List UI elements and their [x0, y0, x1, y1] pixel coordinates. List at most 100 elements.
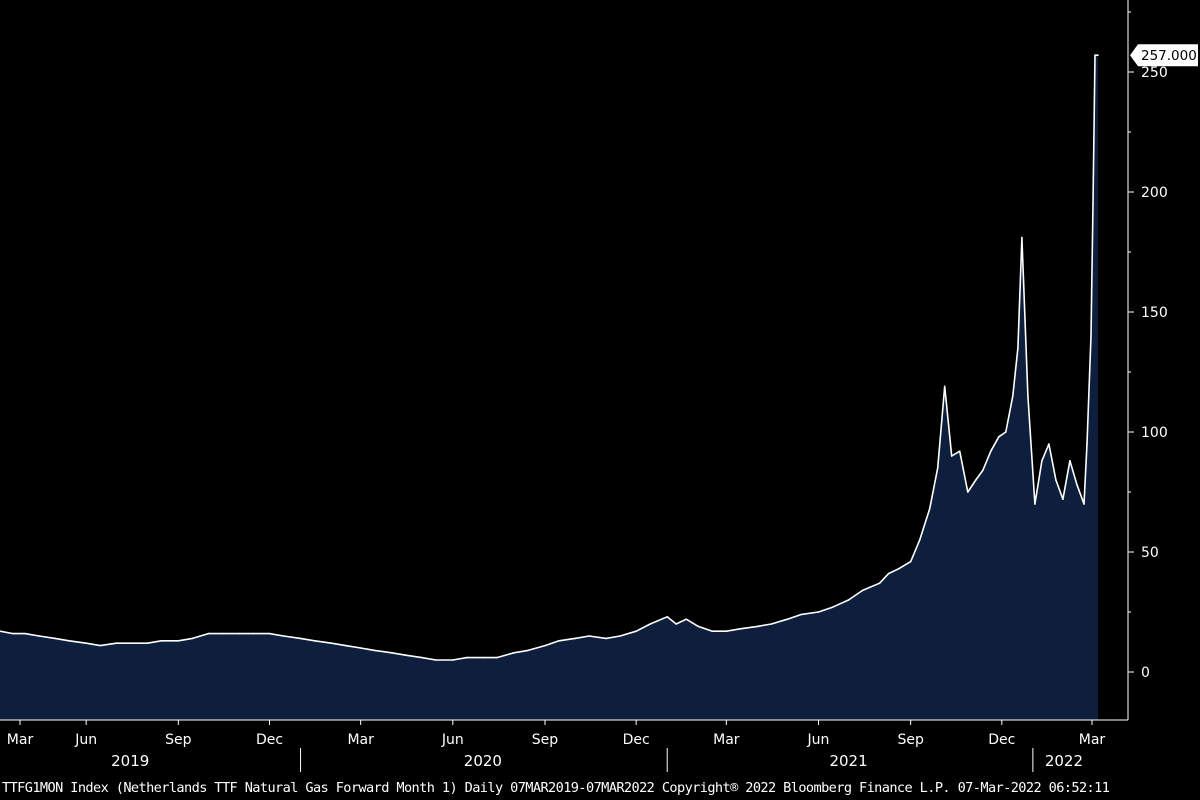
- data-point: [452, 659, 454, 661]
- data-point: [861, 589, 864, 592]
- data-point: [146, 642, 149, 644]
- year-label: 2019: [111, 752, 149, 770]
- y-tick-label: 200: [1141, 185, 1168, 201]
- data-point: [1086, 443, 1088, 445]
- data-point: [588, 635, 590, 637]
- data-point: [1090, 335, 1092, 337]
- x-tick-label: Sep: [532, 732, 559, 748]
- data-point: [268, 632, 271, 635]
- data-point: [1076, 484, 1078, 486]
- x-tick-label: Dec: [988, 732, 1015, 748]
- data-point: [1012, 395, 1014, 397]
- data-point: [558, 640, 560, 642]
- data-point: [909, 560, 912, 563]
- data-point: [998, 436, 1000, 438]
- data-point: [967, 491, 969, 493]
- data-point: [496, 656, 498, 659]
- data-point: [421, 656, 423, 659]
- data-point: [786, 618, 789, 620]
- data-point: [1027, 395, 1029, 397]
- data-point: [177, 640, 180, 642]
- data-point: [191, 637, 194, 640]
- y-tick-label: 50: [1141, 545, 1159, 561]
- data-point: [1097, 54, 1099, 56]
- series-line: [0, 54, 1098, 661]
- data-point: [435, 659, 437, 661]
- data-point: [1083, 503, 1085, 505]
- data-point: [990, 450, 992, 453]
- data-point: [666, 616, 668, 618]
- data-point: [129, 642, 131, 644]
- data-point: [544, 644, 546, 647]
- data-point: [649, 623, 651, 625]
- data-point: [950, 455, 953, 457]
- data-point: [847, 599, 850, 601]
- data-point: [756, 625, 759, 628]
- data-point: [619, 635, 621, 637]
- data-point: [975, 479, 977, 481]
- data-point: [1062, 498, 1064, 501]
- data-point: [1055, 479, 1057, 481]
- data-point: [1034, 503, 1036, 505]
- data-point: [1017, 347, 1019, 349]
- data-point: [466, 656, 468, 659]
- data-point: [313, 640, 316, 642]
- data-point: [725, 630, 728, 632]
- data-point: [282, 635, 285, 637]
- data-point: [958, 450, 961, 453]
- x-tick-label: Mar: [713, 732, 740, 748]
- data-point: [887, 572, 890, 575]
- x-tick-label: Sep: [165, 732, 192, 748]
- y-tick-label: 250: [1141, 65, 1168, 81]
- data-point: [739, 628, 742, 630]
- data-point: [697, 625, 700, 628]
- data-point: [943, 385, 946, 388]
- data-point: [482, 656, 484, 659]
- data-point: [1021, 236, 1023, 239]
- data-point: [928, 508, 931, 510]
- data-point: [936, 467, 939, 469]
- data-point: [330, 642, 333, 644]
- data-point: [207, 632, 210, 635]
- y-tick-label: 100: [1141, 425, 1168, 441]
- data-point: [635, 630, 637, 632]
- data-point: [1041, 460, 1043, 462]
- data-point: [982, 469, 984, 472]
- data-point: [344, 644, 347, 647]
- year-label: 2022: [1045, 752, 1083, 770]
- year-label: 2020: [464, 752, 502, 770]
- data-point: [831, 606, 834, 608]
- data-point: [800, 613, 803, 616]
- year-label: 2021: [829, 752, 867, 770]
- last-value-callout-label: 257.000: [1141, 48, 1197, 64]
- data-point: [373, 649, 376, 652]
- x-tick-label: Mar: [1079, 732, 1106, 748]
- data-point: [711, 630, 714, 632]
- data-point: [574, 637, 576, 640]
- x-tick-label: Sep: [897, 732, 924, 748]
- data-point: [0, 630, 1, 632]
- data-point: [1094, 54, 1096, 56]
- data-point: [99, 644, 101, 647]
- data-point: [685, 618, 688, 620]
- data-point: [68, 640, 70, 642]
- data-point: [24, 632, 26, 635]
- x-tick-label: Dec: [256, 732, 283, 748]
- x-tick-label: Dec: [623, 732, 650, 748]
- data-point: [527, 649, 529, 652]
- data-point: [1005, 431, 1007, 433]
- data-point: [38, 635, 40, 637]
- x-tick-label: Jun: [441, 732, 464, 748]
- data-point: [160, 640, 163, 642]
- data-point: [390, 652, 393, 654]
- data-point: [221, 632, 224, 635]
- data-point: [513, 652, 515, 654]
- last-value-callout-box: [1130, 44, 1198, 67]
- data-point: [817, 611, 820, 613]
- series-area-fill: [0, 55, 1098, 720]
- x-tick-label: Jun: [74, 732, 97, 748]
- data-point: [252, 632, 255, 635]
- data-point: [12, 632, 14, 635]
- y-tick-label: 0: [1141, 665, 1150, 681]
